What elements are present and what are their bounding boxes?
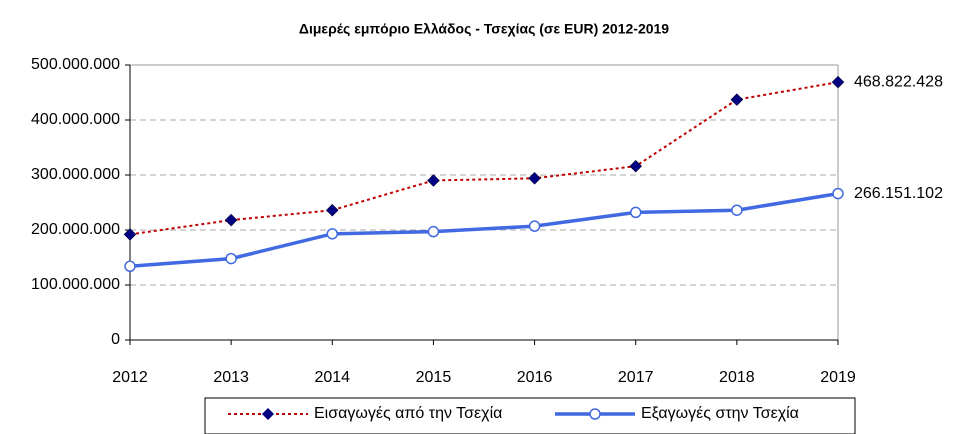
- marker: [629, 159, 643, 173]
- y-tick-label: 500.000.000: [31, 56, 120, 73]
- x-tick-label: 2013: [213, 369, 249, 386]
- marker: [831, 75, 845, 89]
- marker: [123, 228, 137, 241]
- series-line: [129, 191, 839, 269]
- x-tick-label: 2016: [517, 369, 553, 386]
- y-tick-label: 400.000.000: [31, 111, 120, 128]
- legend-label: Εξαγωγές στην Τσεχία: [641, 405, 799, 422]
- y-tick-label: 100.000.000: [31, 276, 120, 293]
- legend-marker: [262, 408, 274, 420]
- data-label: 468.822.428: [854, 73, 943, 90]
- marker: [326, 228, 339, 240]
- marker: [832, 187, 844, 200]
- x-tick-label: 2017: [618, 369, 654, 386]
- x-tick-label: 2018: [719, 369, 755, 386]
- x-tick-label: 2014: [314, 369, 350, 386]
- marker: [528, 171, 541, 185]
- marker: [730, 93, 744, 107]
- marker: [731, 204, 743, 216]
- y-tick-label: 0: [111, 331, 120, 348]
- marker: [427, 174, 440, 187]
- x-tick-label: 2015: [416, 369, 452, 386]
- marker: [225, 252, 237, 265]
- legend-marker: [589, 408, 601, 420]
- x-tick-label: 2012: [112, 369, 148, 386]
- x-tick-label: 2019: [820, 369, 856, 386]
- legend-label: Εισαγωγές από την Τσεχία: [314, 405, 502, 422]
- marker: [528, 220, 541, 232]
- legend-box: [204, 397, 856, 434]
- marker: [124, 260, 136, 273]
- y-tick-label: 200.000.000: [31, 221, 120, 238]
- marker: [224, 213, 238, 227]
- marker: [325, 203, 339, 217]
- chart-title: Διμερές εμπόριο Ελλάδος - Τσεχίας (σε EU…: [299, 21, 669, 37]
- marker: [629, 206, 642, 219]
- series-line: [129, 81, 839, 236]
- y-tick-label: 300.000.000: [31, 166, 120, 183]
- data-label: 266.151.102: [854, 185, 943, 202]
- marker: [427, 225, 440, 238]
